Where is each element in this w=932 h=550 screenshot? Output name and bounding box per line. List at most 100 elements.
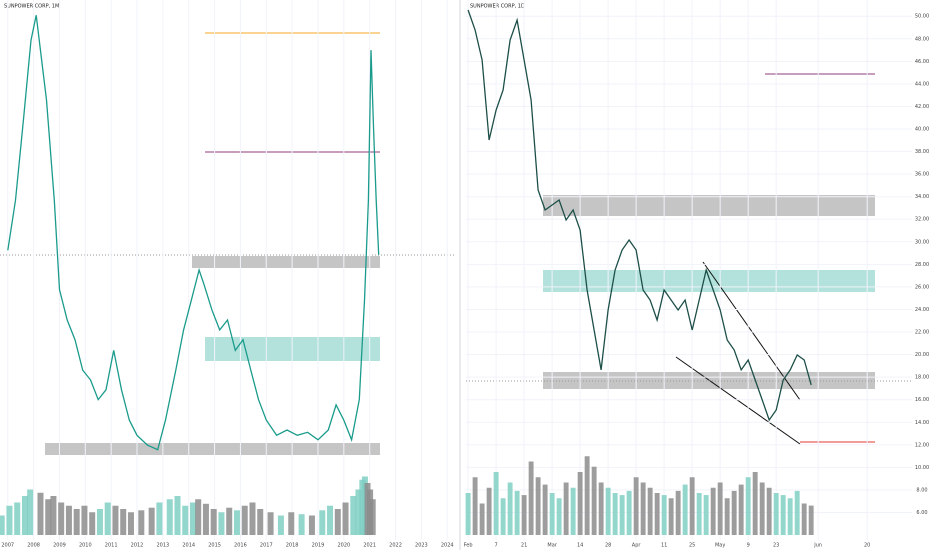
y-tick-label: 26.00 [915, 284, 929, 290]
volume-bar [766, 487, 772, 535]
volume-bar [773, 493, 779, 535]
y-tick-label: 22.00 [915, 330, 929, 336]
x-tick-label: 2016 [234, 543, 247, 549]
volume-bar [257, 509, 264, 535]
volume-bar [241, 505, 248, 535]
volume-bar [45, 499, 52, 535]
volume-bar [486, 487, 492, 535]
volume-bar [210, 509, 217, 535]
y-tick-label: 14.00 [915, 420, 929, 426]
x-tick-label: 2013 [157, 543, 170, 549]
x-tick-label: 2021 [363, 543, 376, 549]
volume-bar [661, 495, 667, 535]
x-tick-label: 9 [747, 543, 750, 549]
x-tick-label: 2022 [389, 543, 402, 549]
y-tick-label: 28.00 [915, 262, 929, 268]
volume-bar [267, 512, 274, 535]
y-tick-label: 30.00 [915, 239, 929, 245]
x-tick-label: 2012 [131, 543, 144, 549]
volume-bar [759, 482, 765, 535]
volume-bar [745, 477, 751, 535]
x-tick-label: 20 [864, 543, 870, 549]
y-tick-label: 38.00 [915, 149, 929, 155]
x-tick-label: 2023 [415, 543, 428, 549]
volume-bar [156, 502, 163, 535]
volume-bar [58, 502, 65, 535]
volume-bar [21, 496, 28, 535]
volume-bar [605, 487, 611, 535]
volume-bar [138, 510, 145, 535]
x-tick-label: 28 [605, 543, 611, 549]
volume-bar [521, 495, 527, 535]
trend-line [675, 356, 801, 445]
x-tick-label: 2010 [79, 543, 92, 549]
volume-bar [277, 515, 284, 535]
volume-bar [556, 498, 562, 535]
y-tick-label: 34.00 [915, 194, 929, 200]
volume-bar [647, 487, 653, 535]
volume-bar [794, 490, 800, 535]
volume-bar [682, 484, 688, 535]
price-line [7, 15, 380, 451]
chart-title: SUNPOWER CORP, 1D [470, 4, 525, 10]
x-tick-label: 2018 [286, 543, 299, 549]
x-tick-label: Feb [464, 543, 473, 549]
volume-bar [89, 512, 96, 535]
volume-bar [654, 493, 660, 535]
volume-bar [514, 490, 520, 535]
volume-bar [507, 482, 513, 535]
volume-bar [493, 472, 499, 535]
x-tick-label: 2009 [53, 543, 66, 549]
x-tick-label: May [715, 543, 725, 549]
volume-bar [626, 490, 632, 535]
volume-bar [479, 503, 485, 535]
volume-bar [0, 515, 5, 535]
y-tick-label: 20.00 [915, 352, 929, 358]
x-tick-label: 2007 [1, 543, 14, 549]
volume-bar [731, 490, 737, 535]
x-tick-label: 11 [661, 543, 667, 549]
volume-bar [350, 496, 357, 535]
x-tick-label: Jun [813, 543, 822, 549]
volume-bar [703, 495, 709, 535]
volume-bar [195, 499, 202, 535]
x-tick-label: Apr [632, 543, 642, 549]
volume-bar [570, 487, 576, 535]
volume-bar [780, 495, 786, 535]
volume-bar [696, 493, 702, 535]
volume-bar [717, 482, 723, 535]
volume-bar [226, 507, 233, 535]
volume-bar [233, 510, 240, 535]
volume-bar [577, 472, 583, 535]
volume-bar [14, 502, 21, 535]
volume-bar [500, 498, 506, 535]
x-tick-label: Mar [547, 543, 557, 549]
y-tick-label: 36.00 [915, 172, 929, 178]
volume-bar [752, 472, 758, 535]
x-tick-label: 2020 [337, 543, 350, 549]
volume-bar [549, 493, 555, 535]
volume-bar [710, 487, 716, 535]
volume-bar [65, 505, 72, 535]
x-tick-label: 2019 [312, 543, 325, 549]
volume-bar [808, 505, 814, 535]
volume-bar [640, 482, 646, 535]
volume-bar [342, 502, 349, 535]
x-tick-label: 21 [521, 543, 527, 549]
volume-bar [801, 503, 807, 535]
volume-bar [27, 489, 34, 535]
volume-bar [528, 461, 534, 535]
volume-bar [612, 493, 618, 535]
zone [543, 195, 875, 216]
chart-title: SUNPOWER CORP, 1M [4, 4, 59, 10]
volume-bar [249, 502, 256, 535]
volume-bar [563, 482, 569, 535]
volume-bar [166, 499, 173, 535]
volume-bar [738, 484, 744, 535]
x-tick-label: 25 [689, 543, 695, 549]
volume-bar [355, 489, 362, 535]
volume-bar [96, 509, 103, 535]
volume-bar [298, 514, 305, 535]
volume-bar [689, 477, 695, 535]
